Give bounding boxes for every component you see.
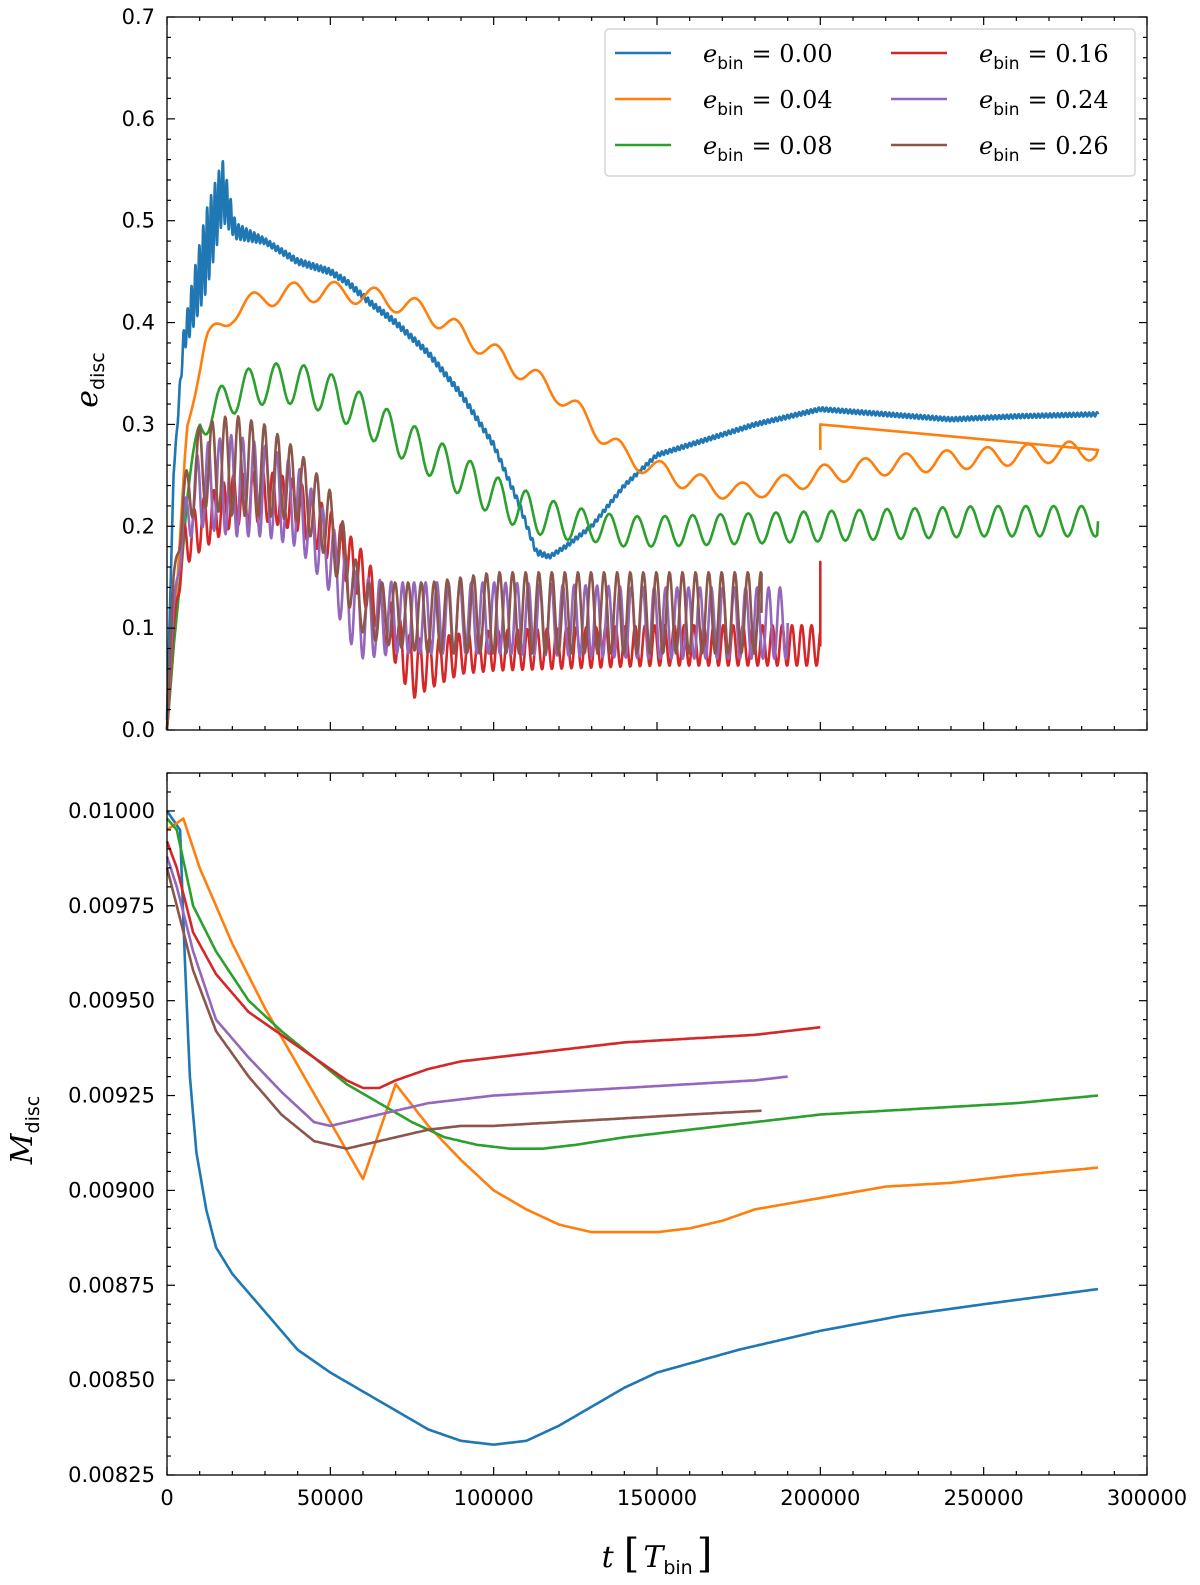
bottom-ytick-label: 0.00825 — [68, 1463, 155, 1487]
legend-label: ebin = 0.00 — [703, 40, 833, 74]
top-ytick-label: 0.1 — [122, 616, 155, 640]
legend-box — [604, 28, 1136, 177]
top-ytick-label: 0.5 — [122, 209, 155, 233]
bottom-series-line — [165, 856, 788, 1128]
bottom-ytick-label: 0.00850 — [68, 1368, 155, 1392]
top-series-line — [165, 159, 1100, 720]
top-ytick-label: 0.2 — [122, 514, 155, 538]
bottom-series-line — [165, 867, 762, 1150]
bottom-xlabel: t[Tbin] — [602, 1531, 713, 1579]
bottom-ytick-label: 0.00875 — [68, 1273, 155, 1297]
bottom-xtick-label: 200000 — [780, 1486, 860, 1510]
bottom-xtick-label: 300000 — [1107, 1486, 1187, 1510]
bottom-series-line — [166, 817, 1099, 1234]
bottom-ytick-label: 0.01000 — [68, 799, 155, 823]
bottom-xtick-label: 50000 — [297, 1486, 364, 1510]
bottom-ytick-label: 0.00950 — [68, 989, 155, 1013]
legend: ebin = 0.00 ebin = 0.04 ebin = 0.08 ebin = 0.16… — [604, 28, 1136, 177]
bottom-ytick-label: 0.00925 — [68, 1084, 155, 1108]
top-series-line — [165, 280, 1100, 731]
top-ytick-label: 0.0 — [122, 718, 155, 742]
panel-bottom: 0 50000 100000 150000 200000 250000 300000 0.00… — [5, 772, 1187, 1579]
top-ylabel: edisc — [70, 352, 109, 407]
bottom-ytick-label: 0.00900 — [68, 1178, 155, 1202]
top-series-line — [165, 433, 789, 731]
top-series-group — [165, 159, 1100, 731]
bottom-xtick-label: 250000 — [944, 1486, 1024, 1510]
legend-label: ebin = 0.16 — [979, 40, 1109, 74]
bottom-series-group — [165, 810, 1099, 1446]
bottom-series-line — [165, 840, 821, 1090]
bottom-xtick-label: 0 — [160, 1486, 173, 1510]
top-series-line — [165, 415, 763, 731]
top-ytick-label: 0.3 — [122, 412, 155, 436]
top-series-line — [165, 362, 1100, 731]
top-ytick-label: 0.6 — [122, 107, 155, 131]
top-ticks: 0.0 0.1 0.2 0.3 0.4 0.5 0.6 0.7 — [122, 5, 1148, 742]
bottom-ytick-label: 0.00975 — [68, 894, 155, 918]
bottom-xtick-label: 150000 — [617, 1486, 697, 1510]
legend-label: ebin = 0.26 — [979, 132, 1109, 166]
bottom-ticks: 0 50000 100000 150000 200000 250000 300000 0.00… — [68, 772, 1187, 1510]
bottom-series-line — [165, 810, 1099, 1446]
legend-label: ebin = 0.24 — [979, 86, 1109, 120]
legend-label: ebin = 0.08 — [703, 132, 833, 166]
legend-label: ebin = 0.04 — [703, 86, 833, 120]
bottom-xtick-label: 100000 — [454, 1486, 534, 1510]
legend-items: ebin = 0.00 ebin = 0.04 ebin = 0.08 ebin = 0.16… — [615, 40, 1109, 166]
top-ytick-label: 0.7 — [122, 5, 155, 29]
bottom-ylabel: Mdisc — [5, 1096, 44, 1165]
top-ytick-label: 0.4 — [122, 311, 155, 335]
panel-top: 0.0 0.1 0.2 0.3 0.4 0.5 0.6 0.7 edisc ebin = 0.0… — [70, 5, 1148, 742]
